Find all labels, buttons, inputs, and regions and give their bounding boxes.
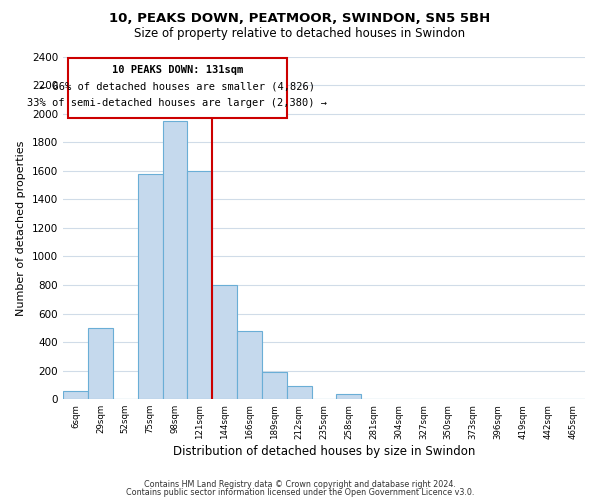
FancyBboxPatch shape	[68, 58, 287, 118]
Bar	[137, 174, 163, 399]
Text: ← 66% of detached houses are smaller (4,826): ← 66% of detached houses are smaller (4,…	[40, 82, 315, 92]
Bar	[237, 330, 262, 399]
Bar	[337, 394, 361, 399]
Bar	[287, 386, 311, 399]
Text: 10, PEAKS DOWN, PEATMOOR, SWINDON, SN5 5BH: 10, PEAKS DOWN, PEATMOOR, SWINDON, SN5 5…	[109, 12, 491, 26]
Text: Contains public sector information licensed under the Open Government Licence v3: Contains public sector information licen…	[126, 488, 474, 497]
Text: Size of property relative to detached houses in Swindon: Size of property relative to detached ho…	[134, 28, 466, 40]
Text: Contains HM Land Registry data © Crown copyright and database right 2024.: Contains HM Land Registry data © Crown c…	[144, 480, 456, 489]
Bar	[187, 170, 212, 399]
Text: 10 PEAKS DOWN: 131sqm: 10 PEAKS DOWN: 131sqm	[112, 65, 243, 75]
Bar	[88, 328, 113, 399]
Text: 33% of semi-detached houses are larger (2,380) →: 33% of semi-detached houses are larger (…	[28, 98, 328, 108]
Bar	[63, 392, 88, 399]
Y-axis label: Number of detached properties: Number of detached properties	[16, 140, 26, 316]
Bar	[163, 121, 187, 399]
Bar	[212, 285, 237, 399]
Bar	[262, 372, 287, 399]
X-axis label: Distribution of detached houses by size in Swindon: Distribution of detached houses by size …	[173, 444, 475, 458]
